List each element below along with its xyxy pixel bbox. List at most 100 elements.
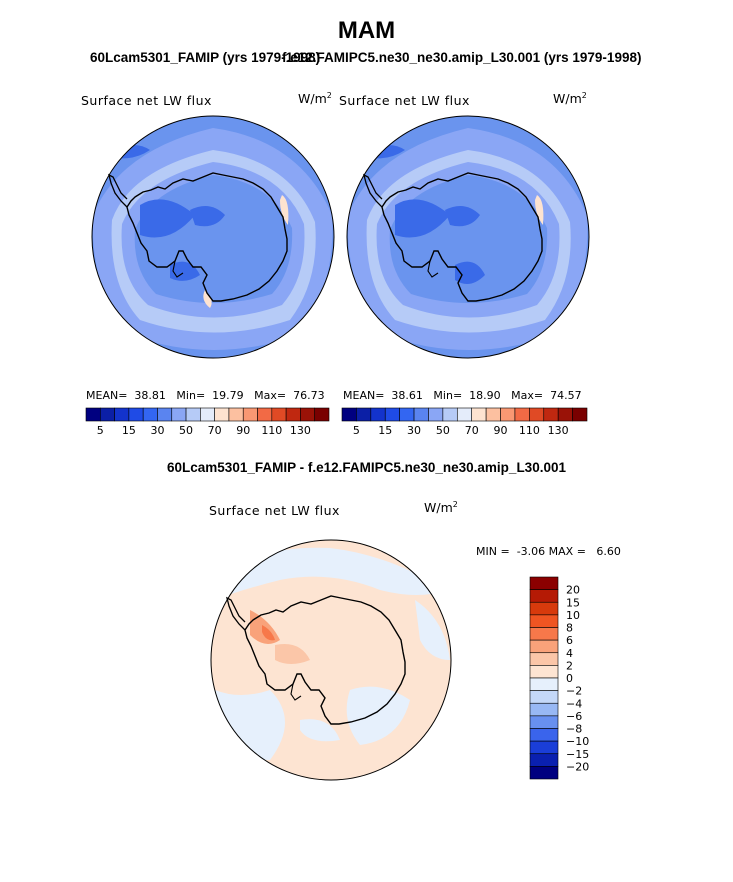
colorbar-tick-label: 15 [566, 596, 580, 609]
colorbar-tick-label: 8 [566, 622, 573, 635]
colorbar-swatch [413, 407, 429, 422]
colorbar-swatch [356, 407, 372, 422]
colorbar-swatch [557, 407, 573, 422]
colorbar-swatch [214, 407, 230, 422]
colorbar-tick-label: 110 [261, 424, 282, 437]
colorbar-tick-label: 2 [566, 659, 573, 672]
colorbar-tick-label: −2 [566, 685, 582, 698]
colorbar-swatch [157, 407, 173, 422]
colorbar-tick-label: 110 [519, 424, 540, 437]
colorbar-swatch [300, 407, 316, 422]
right-case-title: f.e12.FAMIPC5.ne30_ne30.amip_L30.001 (yr… [282, 50, 642, 65]
figure-title: MAM [337, 17, 396, 44]
colorbar-swatch [529, 677, 559, 691]
colorbar-swatch [384, 407, 400, 422]
colorbar-swatch [341, 407, 357, 422]
colorbar-swatch [314, 407, 330, 422]
colorbar-swatch [529, 690, 559, 704]
left-case-title: 60Lcam5301_FAMIP (yrs 1979-1998) [90, 50, 321, 65]
colorbar-tick-label: −8 [566, 723, 582, 736]
colorbar-tick-label: 0 [566, 672, 573, 685]
colorbar-tick-label: 15 [378, 424, 392, 437]
colorbar-tick-label: 90 [494, 424, 508, 437]
colorbar-tick-label: 4 [566, 647, 573, 660]
right-colorbar: 5 15 30 50 70 90 110 130 [341, 407, 588, 437]
colorbar-swatch [285, 407, 301, 422]
colorbar-swatch [500, 407, 516, 422]
colorbar-swatch [242, 407, 258, 422]
colorbar-swatch [529, 753, 559, 767]
diff-title: 60Lcam5301_FAMIP - f.e12.FAMIPC5.ne30_ne… [167, 460, 566, 475]
colorbar-swatch [529, 665, 559, 679]
left-plot-variable: Surface net LW flux [81, 93, 212, 108]
colorbar-swatch [142, 407, 158, 422]
right-plot-variable: Surface net LW flux [339, 93, 470, 108]
colorbar-swatch [529, 576, 559, 590]
colorbar-swatch [529, 407, 545, 422]
colorbar-tick-label: 70 [208, 424, 222, 437]
colorbar-swatch [185, 407, 201, 422]
colorbar-swatch [529, 601, 559, 616]
diff-stats: MIN = -3.06 MAX = 6.60 [476, 545, 621, 558]
colorbar-tick-label: 30 [150, 424, 164, 437]
colorbar-tick-label: −15 [566, 748, 589, 761]
colorbar-swatch [529, 740, 559, 755]
colorbar-tick-label: 130 [290, 424, 311, 437]
colorbar-swatch [399, 407, 415, 422]
colorbar-tick-label: 15 [122, 424, 136, 437]
left-plot-units: W/m2 [298, 91, 332, 107]
colorbar-swatch [428, 407, 444, 422]
colorbar-swatch [228, 407, 244, 422]
colorbar-swatch [529, 627, 559, 641]
colorbar-swatch [271, 407, 287, 422]
colorbar-swatch [529, 766, 559, 780]
colorbar-tick-label: 5 [97, 424, 104, 437]
colorbar-tick-label: 30 [407, 424, 421, 437]
colorbar-swatch [543, 407, 559, 422]
colorbar-swatch [485, 407, 501, 422]
colorbar-tick-label: 10 [566, 609, 580, 622]
colorbar-tick-label: −6 [566, 710, 582, 723]
right-stats: MEAN= 38.61 Min= 18.90 Max= 74.57 [343, 389, 582, 402]
colorbar-swatch [529, 652, 559, 666]
colorbar-swatch [529, 589, 559, 603]
colorbar-swatch [442, 407, 458, 422]
colorbar-swatch [529, 702, 559, 717]
colorbar-tick-label: −20 [566, 760, 589, 773]
colorbar-swatch [471, 407, 487, 422]
colorbar-swatch [529, 614, 559, 628]
left-colorbar: 5 15 30 50 70 90 110 130 [85, 407, 330, 437]
colorbar-swatch [85, 407, 101, 422]
colorbar-swatch [171, 407, 187, 422]
colorbar-tick-label: 6 [566, 634, 573, 647]
colorbar-swatch [456, 407, 473, 422]
diff-plot-units: W/m2 [424, 500, 458, 516]
colorbar-tick-label: 130 [548, 424, 569, 437]
colorbar-swatch [529, 639, 559, 654]
colorbar-tick-label: −10 [566, 735, 589, 748]
diff-map [210, 539, 452, 781]
colorbar-swatch [99, 407, 115, 422]
colorbar-tick-label: 70 [465, 424, 479, 437]
left-stats: MEAN= 38.81 Min= 19.79 Max= 76.73 [86, 389, 325, 402]
colorbar-tick-label: 50 [179, 424, 193, 437]
colorbar-tick-label: −4 [566, 697, 582, 710]
colorbar-tick-label: 90 [236, 424, 250, 437]
right-plot-units: W/m2 [553, 91, 587, 107]
colorbar-swatch [370, 407, 386, 422]
colorbar-swatch [529, 715, 559, 729]
colorbar-swatch [529, 728, 559, 742]
colorbar-tick-label: 20 [566, 584, 580, 597]
colorbar-swatch [572, 407, 588, 422]
colorbar-swatch [257, 407, 273, 422]
colorbar-swatch [128, 407, 144, 422]
colorbar-tick-label: 5 [353, 424, 360, 437]
colorbar-swatch [114, 407, 130, 422]
right-map [346, 115, 590, 359]
colorbar-tick-label: 50 [436, 424, 450, 437]
diff-plot-variable: Surface net LW flux [209, 503, 340, 518]
left-map [91, 115, 335, 359]
colorbar-swatch [200, 407, 215, 422]
